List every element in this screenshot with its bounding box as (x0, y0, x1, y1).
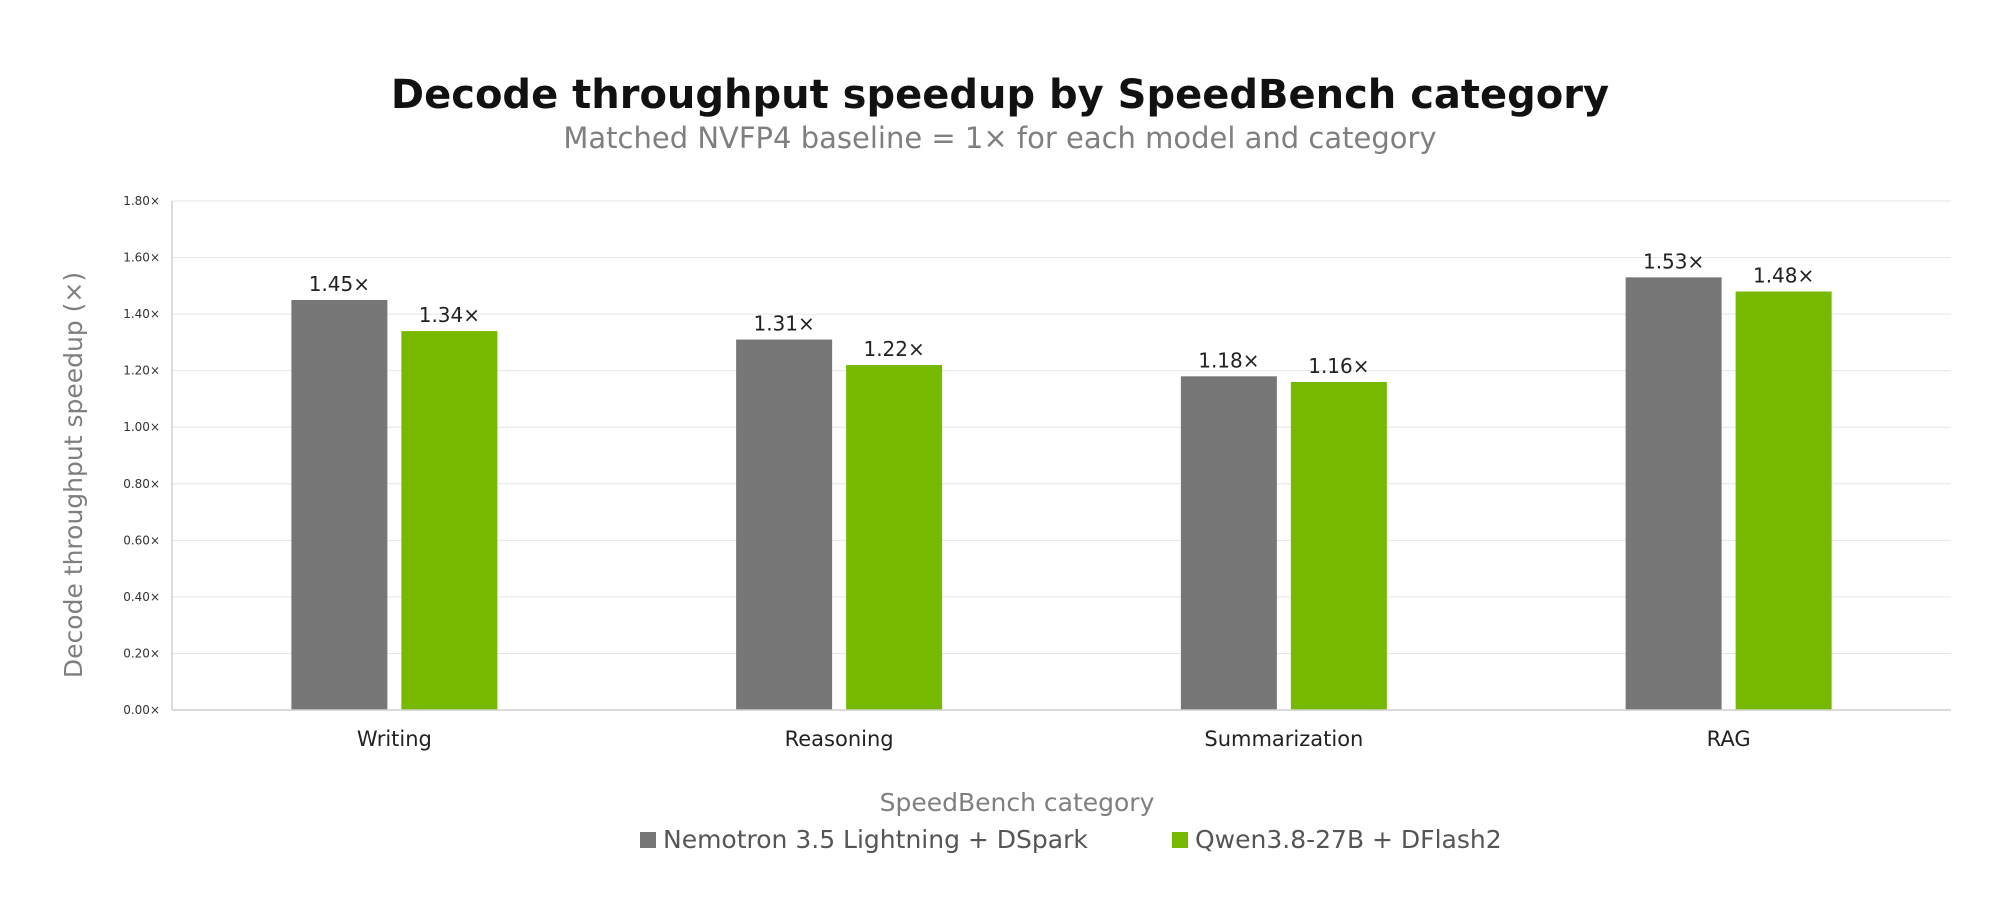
legend-label: Qwen3.8-27B + DFlash2 (1195, 825, 1502, 854)
y-tick-label: 0.00× (123, 703, 160, 717)
bar-reasoning-series-2 (846, 365, 943, 710)
axes (171, 201, 1951, 711)
bar-summarization-series-1 (1180, 376, 1277, 710)
data-label: 1.53× (1643, 249, 1704, 273)
data-label: 1.22× (863, 337, 924, 361)
bar-summarization-series-2 (1290, 381, 1387, 710)
data-labels: 1.45× 1.34× 1.31× 1.22× 1.18× 1.16× 1.53× 1.48× (309, 249, 1815, 378)
data-label: 1.34× (419, 303, 480, 327)
bars (291, 277, 1832, 710)
chart-subtitle: Matched NVFP4 baseline = 1× for each mod… (563, 121, 1436, 155)
legend: Nemotron 3.5 Lightning + DSpark Qwen3.8-2… (640, 825, 1502, 854)
bar-writing-series-2 (401, 331, 498, 710)
y-tick-label: 1.60× (123, 251, 160, 265)
chart-title: Decode throughput speedup by SpeedBench … (391, 72, 1609, 118)
y-tick-label: 1.80× (123, 194, 160, 208)
bar-reasoning-series-1 (736, 339, 833, 710)
x-tick-label: Reasoning (785, 727, 894, 751)
bar-writing-series-1 (291, 299, 388, 710)
x-tick-label: RAG (1707, 727, 1751, 751)
x-axis-title: SpeedBench category (880, 788, 1155, 817)
data-label: 1.48× (1753, 263, 1814, 287)
y-tick-label: 1.00× (123, 420, 160, 434)
x-axis-ticks: Writing Reasoning Summarization RAG (357, 727, 1751, 751)
data-label: 1.16× (1308, 354, 1369, 378)
legend-swatch (1172, 832, 1188, 848)
bar-rag-series-1 (1625, 277, 1722, 710)
data-label: 1.31× (753, 312, 814, 336)
y-tick-label: 0.20× (123, 646, 160, 660)
y-axis-title: Decode throughput speedup (×) (59, 272, 88, 678)
y-tick-label: 0.40× (123, 590, 160, 604)
y-tick-label: 0.60× (123, 533, 160, 547)
data-label: 1.45× (309, 272, 370, 296)
y-tick-label: 0.80× (123, 477, 160, 491)
y-tick-label: 1.20× (123, 364, 160, 378)
y-axis-ticks: 0.00× 0.20× 0.40× 0.60× 0.80× 1.00× 1.20× 1.40×… (123, 194, 160, 717)
x-tick-label: Summarization (1204, 727, 1363, 751)
legend-swatch (640, 832, 656, 848)
legend-label: Nemotron 3.5 Lightning + DSpark (663, 825, 1088, 854)
data-label: 1.18× (1198, 348, 1259, 372)
bar-rag-series-2 (1735, 291, 1832, 710)
y-tick-label: 1.40× (123, 307, 160, 321)
x-tick-label: Writing (357, 727, 432, 751)
